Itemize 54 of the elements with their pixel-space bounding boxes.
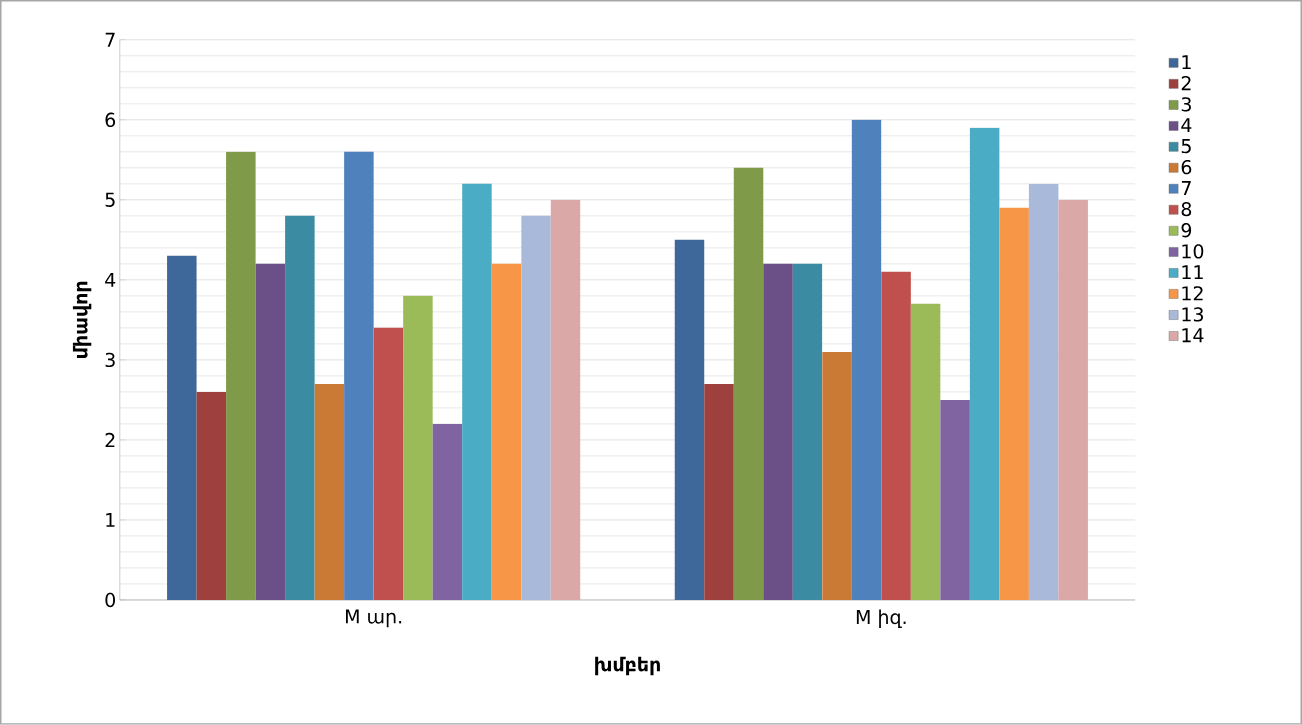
legend-label: 8: [1181, 202, 1192, 217]
y-tick-label: 2: [105, 432, 115, 448]
legend-label: 4: [1181, 118, 1192, 133]
y-tick-label: 5: [105, 192, 115, 207]
bar: [1028, 183, 1059, 601]
bar: [763, 263, 793, 601]
bar: [822, 351, 852, 601]
y-tick-label: 4: [105, 273, 116, 287]
bar: [255, 263, 286, 601]
bar: [491, 263, 522, 601]
bar: [910, 303, 941, 601]
bar: [196, 392, 227, 601]
bar: [851, 119, 882, 601]
bar: [285, 215, 315, 601]
bar: [999, 207, 1029, 601]
legend-label: 2: [1181, 76, 1191, 91]
legend-label: 3: [1181, 97, 1191, 112]
x-tick-label: M ար.: [345, 609, 402, 628]
bar: [733, 167, 764, 601]
bar: [674, 239, 705, 601]
legend-label: 7: [1181, 181, 1191, 196]
x-tick-label: M իզ.: [856, 609, 906, 629]
legend-label: 6: [1181, 160, 1192, 175]
y-tick-label: 1: [106, 513, 115, 527]
bar: [226, 151, 256, 601]
bar: [373, 327, 404, 601]
legend-label: 14: [1182, 328, 1204, 343]
y-tick-label: 0: [105, 592, 115, 608]
bar: [940, 400, 970, 601]
legend-label: 13: [1182, 307, 1204, 322]
bar: [432, 424, 463, 601]
bar: [550, 199, 581, 601]
x-axis-title: խմբեր: [595, 656, 660, 676]
bar: [969, 127, 1000, 601]
legend-label: 12: [1182, 286, 1203, 301]
bar: [521, 215, 551, 601]
y-axis-title: միավոր: [72, 281, 92, 359]
y-tick-label: 6: [105, 112, 116, 128]
bar: [403, 295, 433, 601]
bar: [314, 384, 345, 601]
legend-label: 9: [1181, 223, 1192, 238]
bar: [704, 384, 734, 601]
bar: [1058, 199, 1088, 601]
bar: [881, 271, 911, 601]
bar: [792, 263, 823, 601]
legend-label: 1: [1182, 55, 1191, 70]
legend-label: 10: [1182, 244, 1204, 259]
legend-label: 11: [1182, 265, 1203, 280]
legend-label: 5: [1181, 139, 1191, 154]
bar: [462, 183, 492, 601]
bar: [344, 151, 374, 601]
y-tick-label: 3: [105, 352, 115, 368]
bar: [167, 255, 197, 601]
y-tick-label: 7: [105, 32, 115, 47]
